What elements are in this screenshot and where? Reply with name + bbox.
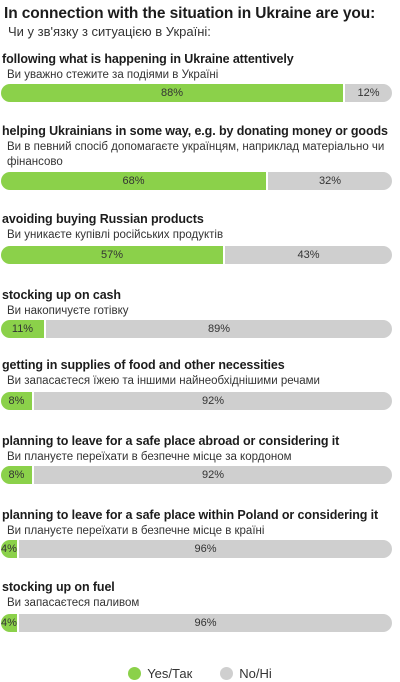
value-label-no: 96% — [194, 543, 217, 555]
value-label-yes: 57% — [100, 249, 124, 261]
bar-divider — [17, 614, 19, 632]
value-label-no: 89% — [207, 323, 231, 335]
value-label-yes: 88% — [160, 87, 184, 99]
category-label-uk: Ви в певний спосіб допомагаєте українцям… — [7, 141, 385, 168]
bar-divider — [44, 320, 46, 338]
bar-no: 96% — [19, 614, 392, 632]
bar-divider — [32, 466, 34, 484]
value-label-no: 32% — [318, 175, 342, 187]
category-label: stocking up on fuel — [2, 580, 115, 594]
value-label-yes: 8% — [8, 469, 25, 481]
stacked-bar: 68% 32% — [1, 172, 392, 190]
bar-yes: 8% — [1, 392, 32, 410]
legend-swatch-no — [220, 667, 234, 680]
bar-no: 89% — [46, 320, 392, 338]
stacked-bar: 57% 43% — [1, 246, 392, 264]
bar-no: 43% — [225, 246, 392, 264]
bar-yes: 11% — [1, 320, 44, 338]
category-label-uk: Ви плануєте переїхати в безпечне місце з… — [7, 451, 292, 463]
bar-divider — [223, 246, 225, 264]
category-label: planning to leave for a safe place abroa… — [2, 434, 340, 448]
stacked-bar: 8% 92% — [1, 466, 392, 484]
value-label-yes: 11% — [11, 323, 34, 335]
value-label-no: 96% — [194, 617, 217, 629]
category-label-uk: Ви уникаєте купівлі російських продуктів — [7, 229, 224, 241]
bar-no: 92% — [34, 466, 392, 484]
bar-no: 32% — [268, 172, 392, 190]
category-label: following what is happening in Ukraine a… — [2, 52, 294, 66]
legend-label-yes: Yes/Так — [147, 666, 193, 681]
category-label-uk: Ви запасаєтеся їжею та іншими найнеобхід… — [7, 375, 320, 387]
value-label-no: 12% — [357, 87, 380, 99]
category-label: planning to leave for a safe place withi… — [2, 508, 379, 522]
bar-no: 12% — [345, 84, 392, 102]
legend-label-no: No/Ні — [239, 666, 272, 681]
value-label-no: 92% — [201, 395, 225, 407]
value-label-no: 43% — [297, 249, 320, 261]
category-label-uk: Ви запасаєтеся паливом — [7, 597, 140, 609]
bar-yes: 57% — [1, 246, 223, 264]
category-label: stocking up on cash — [2, 288, 121, 302]
bar-yes: 4% — [1, 540, 17, 558]
bar-no: 92% — [34, 392, 392, 410]
value-label-yes: 4% — [1, 543, 17, 555]
category-label: avoiding buying Russian products — [2, 212, 204, 226]
value-label-yes: 4% — [1, 617, 17, 629]
bar-divider — [17, 540, 19, 558]
bar-divider — [266, 172, 268, 190]
chart-title: In connection with the situation in Ukra… — [4, 5, 376, 22]
stacked-bar: 88% 12% — [1, 84, 392, 102]
category-label-uk: Ви накопичуєте готівку — [7, 305, 129, 317]
bar-yes: 8% — [1, 466, 32, 484]
value-label-no: 92% — [201, 469, 225, 481]
stacked-bar: 4% 96% — [1, 614, 392, 632]
bar-yes: 68% — [1, 172, 266, 190]
stacked-bar: 11% 89% — [1, 320, 392, 338]
value-label-yes: 8% — [8, 395, 25, 407]
category-label: getting in supplies of food and other ne… — [2, 358, 285, 372]
legend: Yes/Так No/Ні — [0, 666, 400, 681]
bar-divider — [343, 84, 345, 102]
value-label-yes: 68% — [122, 175, 145, 187]
bar-yes: 88% — [1, 84, 343, 102]
legend-swatch-yes — [128, 667, 142, 680]
category-label-uk: Ви плануєте переїхати в безпечне місце в… — [7, 525, 265, 537]
bar-yes: 4% — [1, 614, 17, 632]
category-label-uk: Ви уважно стежите за подіями в Україні — [7, 69, 219, 81]
stacked-bar: 8% 92% — [1, 392, 392, 410]
bar-divider — [32, 392, 34, 410]
bar-no: 96% — [19, 540, 392, 558]
legend-item-no: No/Ні — [220, 666, 272, 681]
category-label: helping Ukrainians in some way, e.g. by … — [2, 124, 388, 138]
stacked-bar: 4% 96% — [1, 540, 392, 558]
chart-subtitle: Чи у зв'язку з ситуацією в Україні: — [8, 24, 211, 39]
legend-item-yes: Yes/Так — [128, 666, 192, 681]
